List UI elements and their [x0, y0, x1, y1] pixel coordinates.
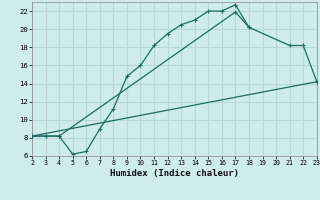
X-axis label: Humidex (Indice chaleur): Humidex (Indice chaleur) [110, 169, 239, 178]
